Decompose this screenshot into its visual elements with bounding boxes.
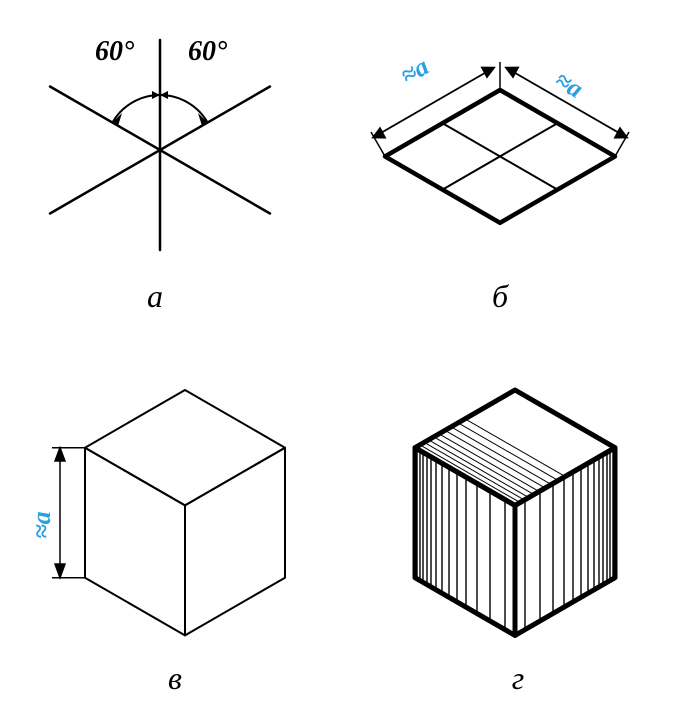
angle-left-text: 60°	[95, 36, 134, 67]
dim-b-right: ≈a	[550, 65, 588, 104]
panel-a-label: а	[135, 278, 175, 315]
panel-v-label: в	[155, 660, 195, 697]
diagram-page: 60° 60° а	[0, 0, 676, 711]
panel-a-svg: 60° 60°	[10, 0, 310, 260]
panel-g-label: г	[498, 660, 538, 697]
dim-b-left: ≈a	[396, 51, 434, 90]
angle-right-text: 60°	[188, 36, 227, 67]
panel-b-svg: ≈a ≈a	[335, 10, 665, 270]
panel-b-label: б	[480, 278, 520, 315]
panel-g-svg	[365, 340, 665, 660]
panel-v-svg: ≈a	[10, 340, 330, 660]
dim-v-vert: ≈a	[27, 511, 56, 538]
